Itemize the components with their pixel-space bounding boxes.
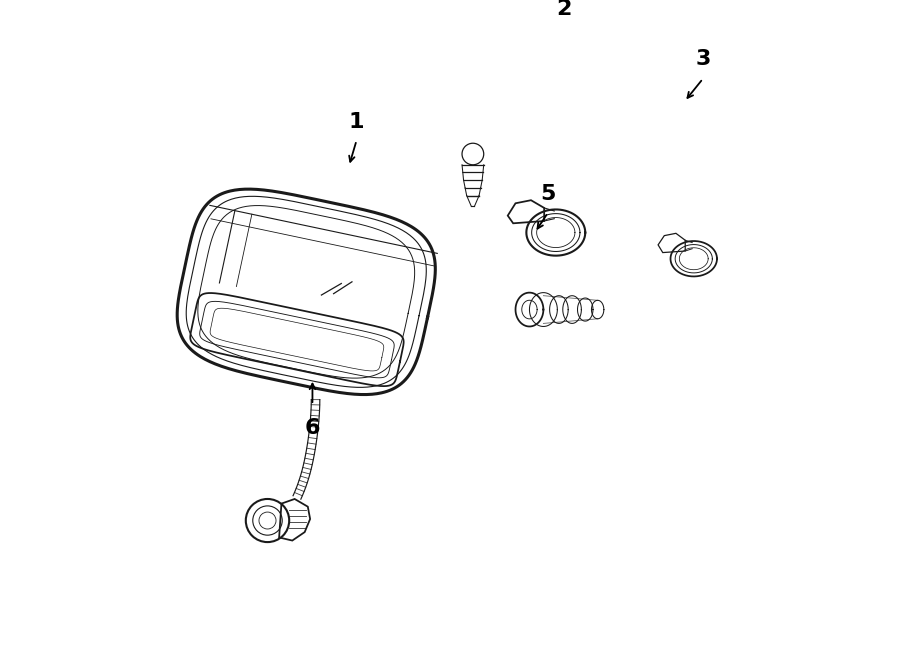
Text: 1: 1	[349, 112, 364, 132]
Text: 2: 2	[556, 0, 572, 19]
Text: 3: 3	[696, 48, 711, 69]
Text: 5: 5	[540, 184, 555, 204]
Text: 6: 6	[305, 418, 320, 438]
